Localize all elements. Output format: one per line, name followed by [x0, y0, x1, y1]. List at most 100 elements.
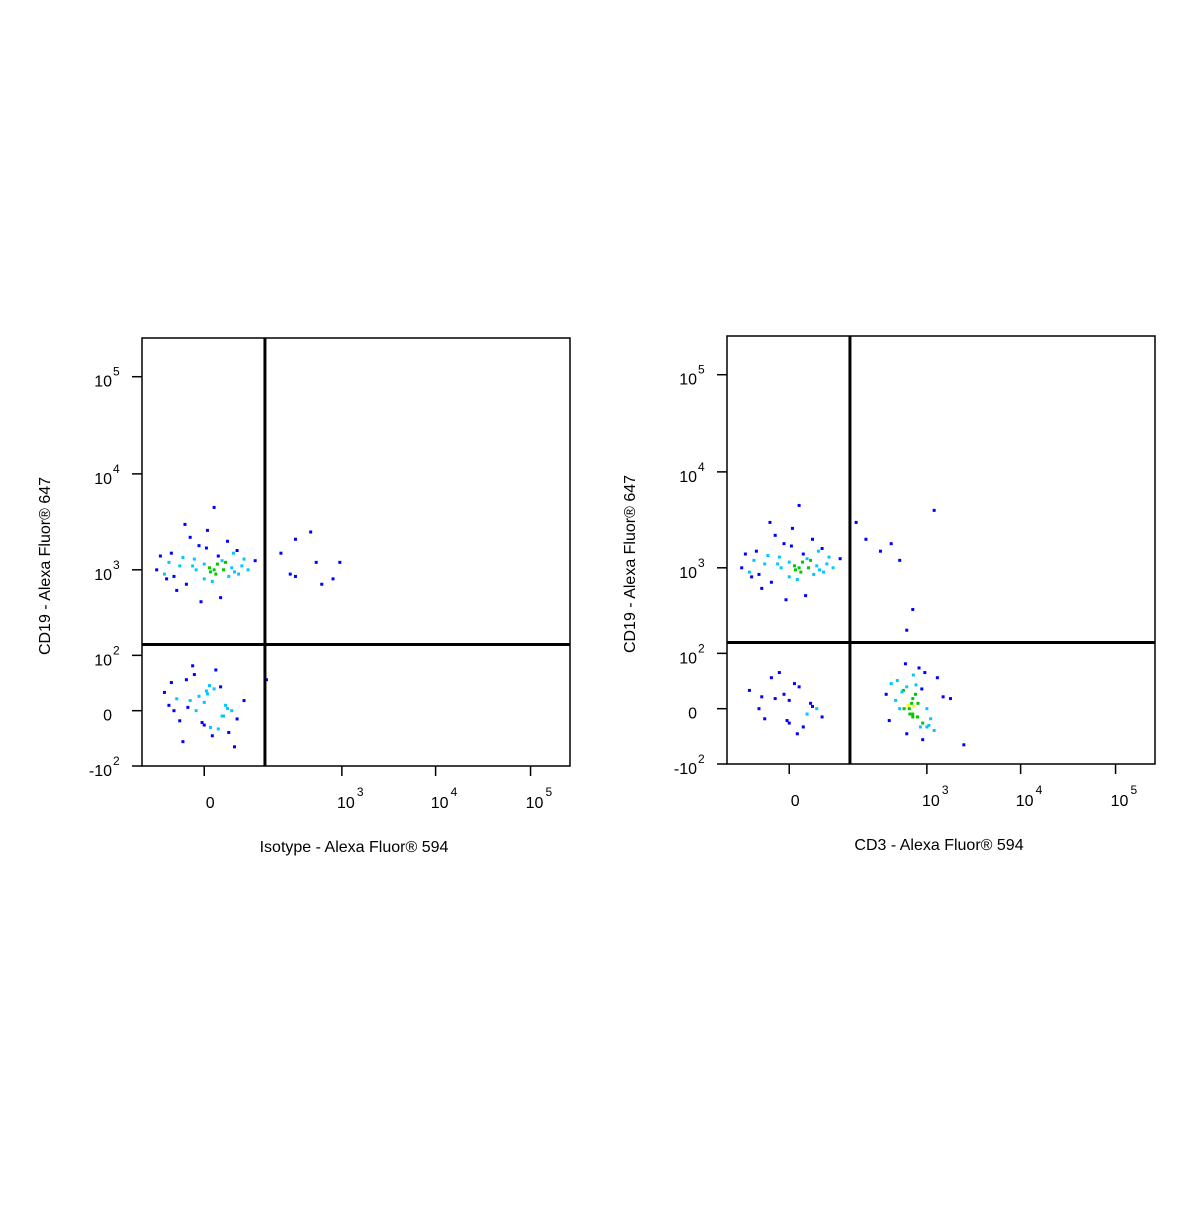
event-dot	[782, 692, 786, 696]
plot-frame	[141, 337, 571, 767]
event-dot	[807, 566, 811, 570]
event-dot	[215, 562, 219, 566]
event-dot	[175, 588, 179, 592]
x-axis-label: CD3 - Alexa Fluor® 594	[854, 837, 1023, 854]
event-dot	[889, 542, 893, 546]
event-dot	[763, 717, 767, 721]
event-dot	[205, 692, 209, 696]
event-dot	[169, 681, 173, 685]
x-tick-label: 10	[337, 795, 355, 812]
event-dot	[797, 685, 801, 689]
event-dot	[911, 673, 915, 677]
event-dot	[314, 560, 318, 564]
event-dot	[230, 709, 234, 713]
event-dot	[172, 574, 176, 578]
event-dot	[913, 692, 917, 696]
event-dot	[777, 555, 781, 559]
event-dot	[188, 535, 192, 539]
y-tick-exponent: 2	[113, 643, 120, 657]
y-tick-label: 10	[94, 471, 112, 488]
x-tick-label: 10	[922, 793, 940, 810]
event-dot	[162, 572, 166, 576]
event-dot	[754, 549, 758, 553]
event-dot	[838, 557, 842, 561]
x-tick-exponent: 4	[451, 785, 458, 799]
event-dot	[230, 566, 234, 570]
event-dot	[773, 697, 777, 701]
event-dot	[747, 570, 751, 574]
event-dot	[898, 707, 902, 711]
event-dot	[216, 727, 220, 731]
event-dot	[169, 551, 173, 555]
event-dot	[797, 566, 801, 570]
event-dot	[204, 689, 208, 693]
event-dot	[905, 685, 909, 689]
x-tick-label: 10	[431, 795, 449, 812]
event-dot	[782, 542, 786, 546]
event-dot	[827, 555, 831, 559]
event-dot	[212, 568, 216, 572]
event-dot	[293, 537, 297, 541]
event-dot	[197, 694, 201, 698]
event-dot	[902, 707, 906, 711]
event-dot	[199, 600, 203, 604]
x-tick-label: 10	[1111, 793, 1129, 810]
event-dot	[898, 558, 902, 562]
event-dot	[207, 566, 211, 570]
y-tick-label: 10	[679, 565, 697, 582]
event-dot	[183, 522, 187, 526]
event-dot	[811, 704, 815, 708]
event-dot	[910, 701, 914, 705]
event-dot	[207, 684, 211, 688]
event-dot	[202, 562, 206, 566]
x-tick-exponent: 3	[942, 783, 949, 797]
event-dot	[194, 709, 198, 713]
event-dot	[210, 579, 214, 583]
y-tick-label: 0	[103, 708, 112, 725]
event-dot	[917, 666, 921, 670]
y-tick-exponent: 2	[698, 752, 705, 766]
event-dot	[927, 723, 931, 727]
event-dot	[811, 537, 815, 541]
event-dot	[776, 562, 780, 566]
event-dot	[820, 715, 824, 719]
event-dot	[181, 556, 185, 560]
event-dot	[805, 557, 809, 561]
y-tick-label: -10	[674, 761, 697, 778]
event-dot	[202, 723, 206, 727]
event-dot	[242, 699, 246, 703]
event-dot	[773, 533, 777, 537]
event-dot	[227, 574, 231, 578]
y-axis-label: CD19 - Alexa Fluor® 647	[622, 475, 639, 653]
event-dot	[197, 544, 201, 548]
y-tick-exponent: 3	[698, 556, 705, 570]
y-tick-exponent: 2	[698, 641, 705, 655]
event-dot	[916, 701, 920, 705]
event-dot	[900, 690, 904, 694]
event-dot	[242, 557, 246, 561]
event-dot	[235, 717, 239, 721]
event-dot	[208, 570, 212, 574]
event-dot	[911, 607, 915, 611]
event-dot	[790, 526, 794, 530]
event-dot	[816, 549, 820, 553]
event-dot	[792, 564, 796, 568]
event-dot	[918, 725, 922, 729]
event-dot	[246, 568, 250, 572]
event-dot	[253, 559, 257, 563]
x-tick-exponent: 4	[1036, 783, 1043, 797]
event-dot	[895, 679, 899, 683]
event-dot	[264, 678, 268, 682]
event-dot	[220, 559, 224, 563]
event-dot	[175, 697, 179, 701]
event-dot	[887, 719, 891, 723]
event-dot	[920, 687, 924, 691]
event-dot	[932, 728, 936, 732]
event-dot	[188, 699, 192, 703]
event-dot	[948, 697, 952, 701]
event-dot	[309, 530, 313, 534]
event-dot	[205, 528, 209, 532]
event-dot	[889, 682, 893, 686]
